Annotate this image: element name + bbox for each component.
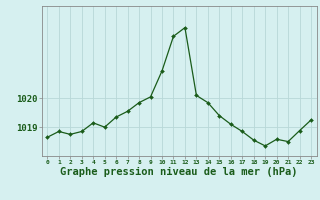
X-axis label: Graphe pression niveau de la mer (hPa): Graphe pression niveau de la mer (hPa) <box>60 167 298 177</box>
